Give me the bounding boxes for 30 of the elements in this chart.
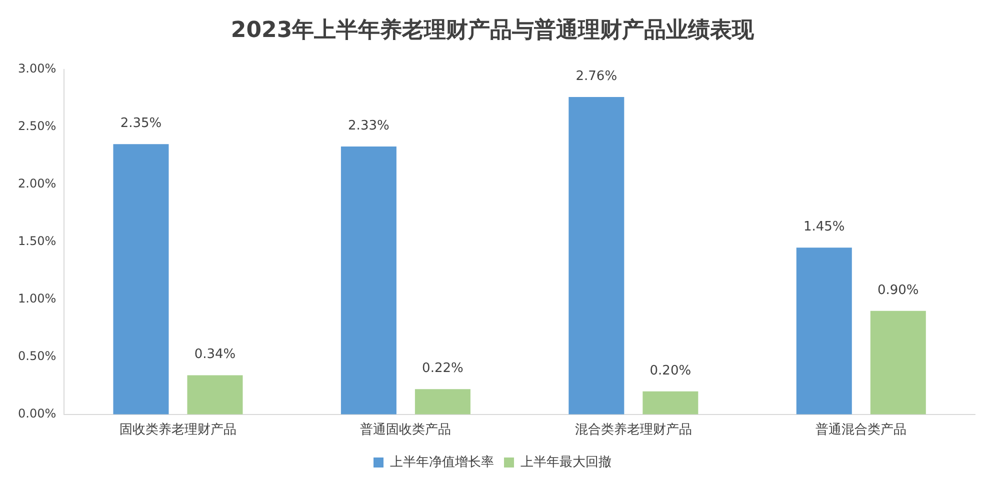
y-tick-label: 2.00% xyxy=(18,176,56,191)
y-tick-label: 1.00% xyxy=(18,292,56,306)
y-tick-label: 1.50% xyxy=(18,234,56,248)
legend-label: 上半年最大回撤 xyxy=(520,454,612,470)
x-tick-label: 混合类养老理财产品 xyxy=(574,422,692,438)
x-tick-label: 固收类养老理财产品 xyxy=(119,422,236,438)
data-label: 0.22% xyxy=(422,360,464,376)
x-tick-label: 普通混合类产品 xyxy=(816,422,907,438)
y-tick-label: 0.00% xyxy=(18,406,56,421)
chart-title: 2023年上半年养老理财产品与普通理财产品业绩表现 xyxy=(230,16,756,43)
data-label: 0.90% xyxy=(877,282,919,298)
bar xyxy=(870,310,926,414)
y-tick-label: 0.50% xyxy=(18,349,56,364)
y-tick-label: 2.50% xyxy=(18,119,56,134)
data-label: 2.33% xyxy=(348,118,390,134)
bar xyxy=(113,144,169,414)
x-tick-label: 普通固收类产品 xyxy=(360,422,452,438)
bar xyxy=(642,391,698,414)
data-label: 2.35% xyxy=(120,116,162,132)
data-label: 0.20% xyxy=(650,363,692,378)
bar xyxy=(414,389,470,414)
data-label: 2.76% xyxy=(576,68,618,84)
data-label: 1.45% xyxy=(803,220,845,235)
data-label: 0.34% xyxy=(194,347,236,362)
legend-label: 上半年净值增长率 xyxy=(390,454,494,470)
bar xyxy=(568,97,624,414)
bar xyxy=(796,248,852,414)
bar xyxy=(187,375,243,414)
bar xyxy=(340,146,396,414)
y-tick-label: 3.00% xyxy=(18,62,56,76)
